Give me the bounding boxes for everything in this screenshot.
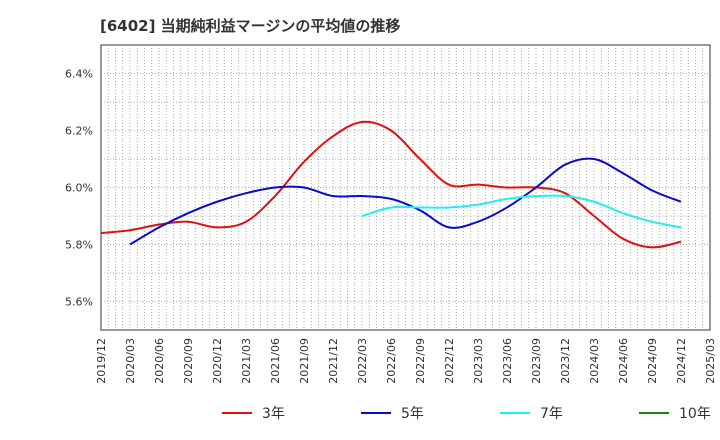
x-tick-label: 2022/09	[414, 338, 427, 384]
x-tick-label: 2020/03	[124, 338, 137, 384]
legend-label: 10年	[679, 406, 711, 422]
x-tick-label: 2022/03	[356, 338, 369, 384]
chart-title: [6402] 当期純利益マージンの平均値の推移	[100, 17, 400, 35]
x-tick-label: 2021/03	[240, 338, 253, 384]
legend-label: 7年	[540, 406, 563, 422]
x-tick-label: 2022/12	[443, 338, 456, 384]
legend-label: 5年	[401, 406, 424, 422]
legend: 3年 5年 7年 10年	[222, 406, 711, 422]
y-axis: 5.6% 5.8% 6.0% 6.2% 6.4%	[65, 68, 93, 309]
x-tick-label: 2023/06	[501, 338, 514, 384]
x-axis: 2019/12 2020/03 2020/06 2020/09 2020/12 2021/…	[95, 338, 717, 384]
x-tick-label: 2024/06	[617, 338, 630, 384]
x-tick-label: 2025/03	[704, 338, 717, 384]
x-tick-label: 2023/09	[530, 338, 543, 384]
y-tick-label: 6.2%	[65, 125, 93, 138]
x-tick-label: 2021/09	[298, 338, 311, 384]
y-tick-label: 5.8%	[65, 239, 93, 252]
x-tick-label: 2019/12	[95, 338, 108, 384]
x-tick-label: 2021/12	[327, 338, 340, 384]
series-line-7年	[361, 194, 682, 229]
gridlines	[101, 45, 710, 330]
x-tick-label: 2020/12	[211, 338, 224, 384]
x-tick-label: 2024/03	[588, 338, 601, 384]
y-tick-label: 6.0%	[65, 182, 93, 195]
legend-label: 3年	[262, 406, 285, 422]
series-line-5年	[129, 157, 682, 246]
x-tick-label: 2023/03	[472, 338, 485, 384]
y-tick-label: 5.6%	[65, 296, 93, 309]
x-tick-label: 2022/06	[385, 338, 398, 384]
x-tick-label: 2023/12	[559, 338, 572, 384]
x-tick-label: 2024/09	[646, 338, 659, 384]
series-line-3年	[100, 120, 682, 249]
x-tick-label: 2020/06	[153, 338, 166, 384]
series-lines	[100, 120, 682, 249]
y-tick-label: 6.4%	[65, 68, 93, 81]
x-tick-label: 2020/09	[182, 338, 195, 384]
x-tick-label: 2024/12	[675, 338, 688, 384]
x-tick-label: 2021/06	[269, 338, 282, 384]
